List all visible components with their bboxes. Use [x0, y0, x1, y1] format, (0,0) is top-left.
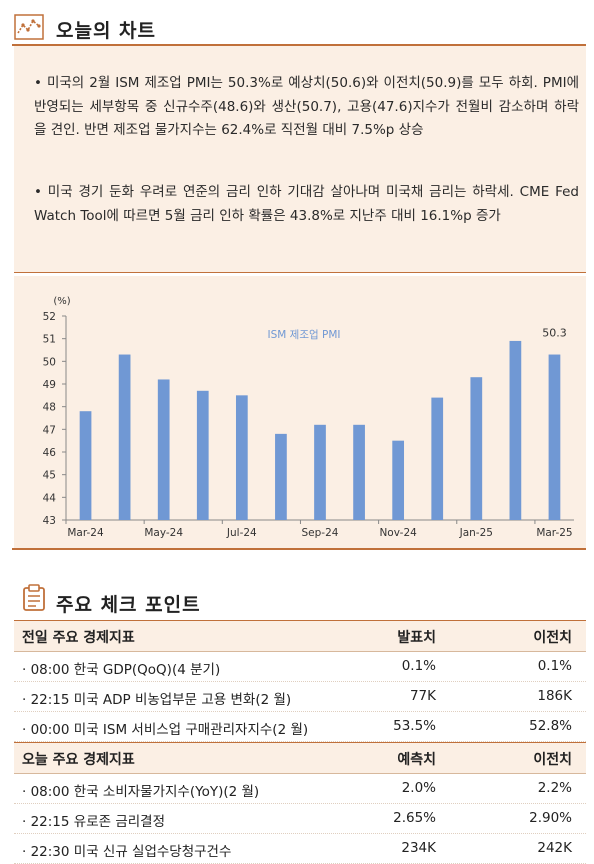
bar [353, 424, 365, 520]
forecast-value: 234K [401, 840, 436, 856]
indicator-name: · 08:00 한국 소비자물가지수(YoY)(2 월) [22, 784, 260, 800]
header-previous: 이전치 [533, 630, 572, 646]
header-previous: 이전치 [533, 752, 572, 768]
actual-value: 53.5% [393, 718, 436, 734]
actual-value: 77K [409, 688, 436, 704]
previous-value: 242K [537, 840, 572, 856]
header-forecast: 예측치 [397, 752, 436, 768]
header-label: 전일 주요 경제지표 [22, 630, 135, 646]
y-tick-label: 45 [43, 470, 56, 482]
summary-bullet: • 미국 경기 둔화 우려로 연준의 금리 인하 기대감 살아나며 미국채 금리… [34, 184, 579, 224]
x-tick-label: Jul-24 [226, 527, 257, 539]
legend-label: ISM 제조업 PMI [268, 328, 341, 341]
summary-bullet: • 미국의 2월 ISM 제조업 PMI는 50.3%로 예상치(50.6)와 … [34, 75, 579, 138]
x-tick-label: Mar-24 [67, 527, 104, 539]
y-tick-label: 52 [43, 311, 56, 323]
header-label: 오늘 주요 경제지표 [22, 752, 135, 768]
table-row: · 00:00 미국 ISM 서비스업 구매관리자지수(2 월) 53.5% 5… [14, 712, 586, 742]
section-title: 주요 체크 포인트 [56, 594, 201, 616]
bar [196, 390, 209, 520]
previous-value: 0.1% [537, 658, 572, 674]
y-tick-label: 44 [43, 492, 57, 504]
previous-value: 52.8% [529, 718, 572, 734]
previous-value: 186K [537, 688, 572, 704]
y-tick-label: 50 [43, 356, 56, 368]
bar [235, 395, 248, 520]
header-divider [12, 44, 586, 46]
indicator-name: · 22:15 미국 ADP 비농업부문 고용 변화(2 월) [22, 692, 292, 708]
x-tick-label: Nov-24 [379, 527, 417, 539]
forecast-value: 2.0% [401, 780, 436, 796]
actual-value: 0.1% [401, 658, 436, 674]
previous-value: 2.90% [529, 810, 572, 826]
indicator-table: 전일 주요 경제지표 발표치 이전치 · 08:00 한국 GDP(QoQ)(4… [14, 620, 586, 864]
bar [118, 354, 131, 520]
bar [314, 424, 326, 520]
indicator-name: · 00:00 미국 ISM 서비스업 구매관리자지수(2 월) [22, 722, 309, 738]
chart-section-header: 오늘의 차트 [12, 6, 586, 44]
y-tick-label: 49 [43, 379, 56, 391]
bar [157, 379, 170, 520]
bar [275, 433, 287, 520]
table-row: · 22:30 미국 신규 실업수당청구건수 234K 242K [14, 834, 586, 864]
clipboard-icon [23, 584, 45, 611]
x-tick-label: May-24 [144, 527, 183, 539]
line-chart-icon [14, 14, 44, 40]
y-tick-label: 51 [43, 334, 56, 346]
summary-panel: • 미국의 2월 ISM 제조업 PMI는 50.3%로 예상치(50.6)와 … [14, 46, 586, 273]
previous-value: 2.2% [537, 780, 572, 796]
table-row: · 08:00 한국 소비자물가지수(YoY)(2 월) 2.0% 2.2% [14, 774, 586, 804]
bar [392, 440, 405, 520]
table-header: 전일 주요 경제지표 발표치 이전치 [14, 620, 586, 652]
table-row: · 08:00 한국 GDP(QoQ)(4 분기) 0.1% 0.1% [14, 652, 586, 682]
y-tick-label: 48 [43, 402, 56, 414]
header-actual: 발표치 [397, 630, 436, 646]
chart-bottom-divider [12, 548, 586, 550]
bar [79, 411, 92, 520]
y-tick-label: 47 [43, 424, 56, 436]
bar [509, 340, 522, 520]
chart-canvas: (%) 52 51 50 49 48 47 46 45 44 43 Mar-24 May-24 Jul-2… [43, 296, 574, 539]
table-row: · 22:15 미국 ADP 비농업부문 고용 변화(2 월) 77K 186K [14, 682, 586, 712]
y-tick-label: 43 [43, 515, 56, 527]
indicator-name: · 22:30 미국 신규 실업수당청구건수 [22, 844, 232, 860]
y-unit-label: (%) [53, 296, 70, 307]
checkpoint-section-header: 주요 체크 포인트 [12, 580, 586, 618]
bar [431, 397, 444, 520]
bar [548, 354, 561, 520]
x-tick-label: Sep-24 [302, 527, 339, 539]
x-tick-label: Mar-25 [536, 527, 572, 539]
section-title: 오늘의 차트 [56, 20, 157, 42]
table-header: 오늘 주요 경제지표 예측치 이전치 [14, 742, 586, 774]
y-tick-label: 46 [43, 447, 57, 459]
data-label: 50.3 [542, 327, 567, 340]
x-tick-label: Jan-25 [459, 527, 493, 539]
pmi-chart: (%) 52 51 50 49 48 47 46 45 44 43 Mar-24 May-24 Jul-2… [14, 276, 586, 548]
forecast-value: 2.65% [393, 810, 436, 826]
bar [470, 377, 483, 520]
indicator-name: · 22:15 유로존 금리결정 [22, 814, 166, 830]
table-row: · 22:15 유로존 금리결정 2.65% 2.90% [14, 804, 586, 834]
indicator-name: · 08:00 한국 GDP(QoQ)(4 분기) [22, 662, 221, 678]
